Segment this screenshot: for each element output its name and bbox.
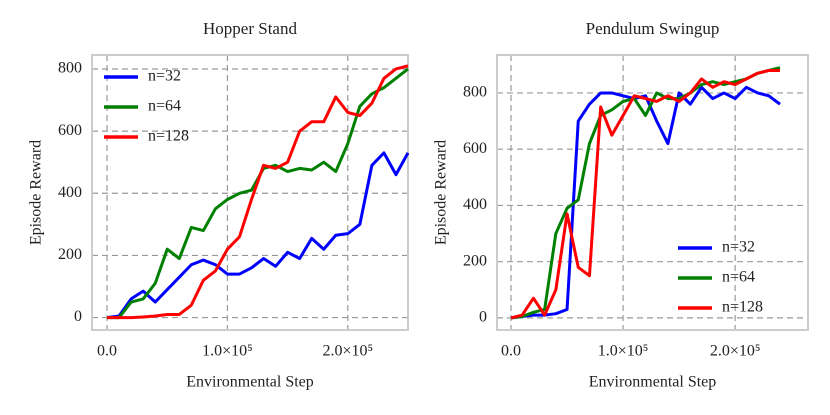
x-axis-label: Environmental Step bbox=[186, 374, 314, 391]
legend-label: n=32 bbox=[148, 68, 181, 85]
plot-frame bbox=[91, 54, 409, 331]
legend-label: n=128 bbox=[148, 128, 189, 145]
line bbox=[510, 68, 780, 320]
y-tick-label: 400 bbox=[58, 184, 82, 201]
y-axis-label: Episode Reward bbox=[28, 140, 45, 245]
x-axis-label: Environmental Step bbox=[589, 374, 717, 391]
y-tick-label: 800 bbox=[58, 60, 82, 77]
x-tick-label: 0.0 bbox=[97, 343, 117, 360]
x-tick-label: 2.0×10⁵ bbox=[710, 343, 761, 360]
legend-label: n=64 bbox=[148, 98, 181, 115]
y-axis-label: Episode Reward bbox=[433, 140, 450, 245]
line bbox=[510, 85, 781, 320]
y-tick-label: 200 bbox=[463, 252, 487, 269]
y-tick-label: 0 bbox=[479, 309, 487, 326]
y-tick-label: 200 bbox=[58, 246, 82, 263]
x-tick-label: 1.0×10⁵ bbox=[598, 343, 649, 360]
x-tick-label: 0.0 bbox=[501, 343, 521, 360]
legend-label: n=64 bbox=[722, 269, 755, 286]
y-tick-label: 400 bbox=[463, 196, 487, 213]
y-tick-label: 600 bbox=[463, 140, 487, 157]
legend-label: n=32 bbox=[722, 239, 755, 256]
x-tick-label: 2.0×10⁵ bbox=[323, 343, 374, 360]
y-tick-label: 800 bbox=[463, 84, 487, 101]
line bbox=[510, 66, 781, 320]
chart-title: Hopper Stand bbox=[203, 19, 297, 38]
y-tick-label: 0 bbox=[74, 308, 82, 325]
y-tick-label: 600 bbox=[58, 122, 82, 139]
legend-label: n=128 bbox=[722, 299, 763, 316]
x-tick-label: 1.0×10⁵ bbox=[202, 343, 253, 360]
plot-frame bbox=[496, 54, 809, 331]
chart-title: Pendulum Swingup bbox=[586, 19, 720, 38]
line bbox=[107, 64, 409, 320]
line bbox=[106, 151, 410, 320]
